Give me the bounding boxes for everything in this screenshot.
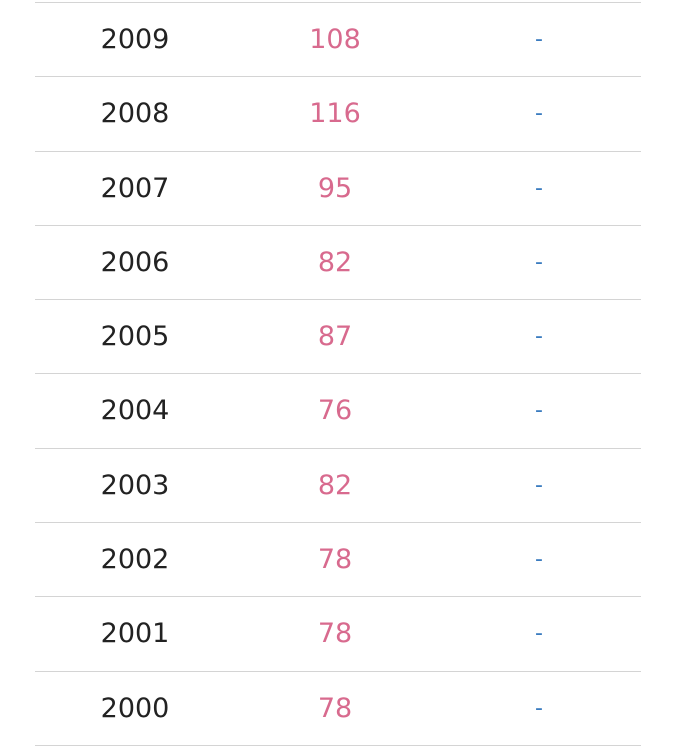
extra-cell: - [535,621,543,647]
value-cell: 82 [317,469,353,501]
value-cell: 78 [317,692,353,724]
value-cell: 76 [317,395,353,427]
extra-cell: - [535,249,543,275]
value-cell: 78 [317,544,353,576]
table-row: 2001 78 - [35,597,641,672]
extra-cell: - [535,472,543,498]
year-cell: 2006 [100,246,170,278]
year-cell: 2002 [100,544,170,576]
year-cell: 2008 [100,98,170,130]
year-cell: 2007 [100,172,170,204]
value-cell: 108 [309,24,361,55]
extra-cell: - [535,547,543,573]
extra-cell: - [535,324,543,350]
extra-cell: - [535,175,543,201]
data-table: 2009 108 - 2008 116 - 2007 95 - 2006 82 … [35,2,641,746]
extra-cell: - [535,398,543,424]
table-row: 2002 78 - [35,523,641,598]
table-row: 2003 82 - [35,449,641,524]
extra-cell: - [535,695,543,721]
year-cell: 2005 [100,321,170,353]
year-cell: 2001 [100,618,170,650]
table-row: 2006 82 - [35,226,641,301]
table-row: 2008 116 - [35,77,641,152]
year-cell: 2009 [100,24,170,55]
year-cell: 2000 [100,692,170,724]
table-row: 2004 76 - [35,374,641,449]
extra-cell: - [535,27,543,52]
year-cell: 2004 [100,395,170,427]
value-cell: 78 [317,618,353,650]
extra-cell: - [535,101,543,127]
table-row: 2009 108 - [35,3,641,78]
value-cell: 95 [317,172,353,204]
table-row: 2007 95 - [35,152,641,226]
table-row: 2005 87 - [35,300,641,375]
value-cell: 87 [317,321,353,353]
table-row: 2000 78 - [35,672,641,746]
value-cell: 116 [309,98,361,130]
year-cell: 2003 [100,469,170,501]
value-cell: 82 [317,246,353,278]
